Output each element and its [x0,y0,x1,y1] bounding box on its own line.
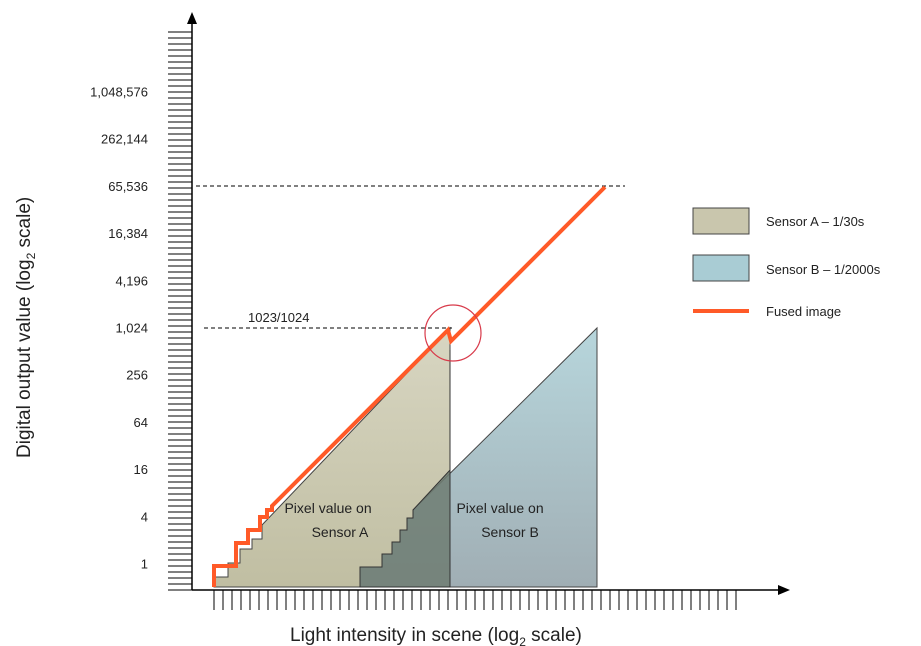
x-axis-title: Light intensity in scene (log2 scale) [290,625,582,646]
y-axis-title-end: scale) [14,197,35,253]
y-tick-label: 1,024 [115,321,148,336]
overlap-region [359,468,451,588]
y-tick-label: 4,196 [115,273,148,288]
fused-image-line [212,185,607,587]
y-tick-label: 64 [134,415,148,430]
y-axis [187,12,197,590]
y-axis-arrow-icon [187,12,197,24]
sensor-a-label-line-1: Pixel value on [284,500,371,516]
y-tick-label: 256 [126,368,148,383]
sensor-a-region-label: Pixel value on Sensor A [284,500,375,540]
sensor-b-label-line-2: Sensor B [481,524,539,540]
y-tick-label: 1 [141,557,148,572]
legend-label-sensor-b: Sensor B – 1/2000s [766,262,881,277]
x-axis-title-end: scale) [526,625,582,646]
y-tick-label: 4 [141,509,148,524]
x-axis-title-main: Light intensity in scene (log [290,625,519,646]
sensor-b-label-line-1: Pixel value on [456,500,543,516]
y-tick-label: 16 [134,462,148,477]
y-axis-ticks [168,31,192,591]
x-axis-arrow-icon [778,585,790,595]
highlight-circle [424,304,482,362]
y-axis-title: Digital output value (log2 scale) [14,197,38,458]
y-tick-label: 65,536 [108,179,148,194]
legend-swatch-sensor-a [692,207,750,235]
y-tick-label: 16,384 [108,226,148,241]
x-axis-title-subscript: 2 [519,635,526,646]
y-axis-title-subscript: 2 [24,252,38,259]
sensor-b-region-label: Pixel value on Sensor B [456,500,547,540]
y-axis-title-main: Digital output value (log [14,259,35,458]
y-tick-label: 262,144 [101,132,148,147]
legend-label-sensor-a: Sensor A – 1/30s [766,214,865,229]
legend-swatch-sensor-b [692,254,750,282]
y-axis-tick-labels: 1 4 16 64 256 1,024 4,196 16,384 65,536 262,144 1,… [90,85,148,572]
legend-label-fused: Fused image [766,304,841,319]
sensor-a-label-line-2: Sensor A [312,524,369,540]
threshold-label: 1023/1024 [248,310,309,325]
x-axis-ticks [213,590,737,610]
y-tick-label: 1,048,576 [90,85,148,100]
legend: Sensor A – 1/30s Sensor B – 1/2000s Fuse… [692,207,881,319]
